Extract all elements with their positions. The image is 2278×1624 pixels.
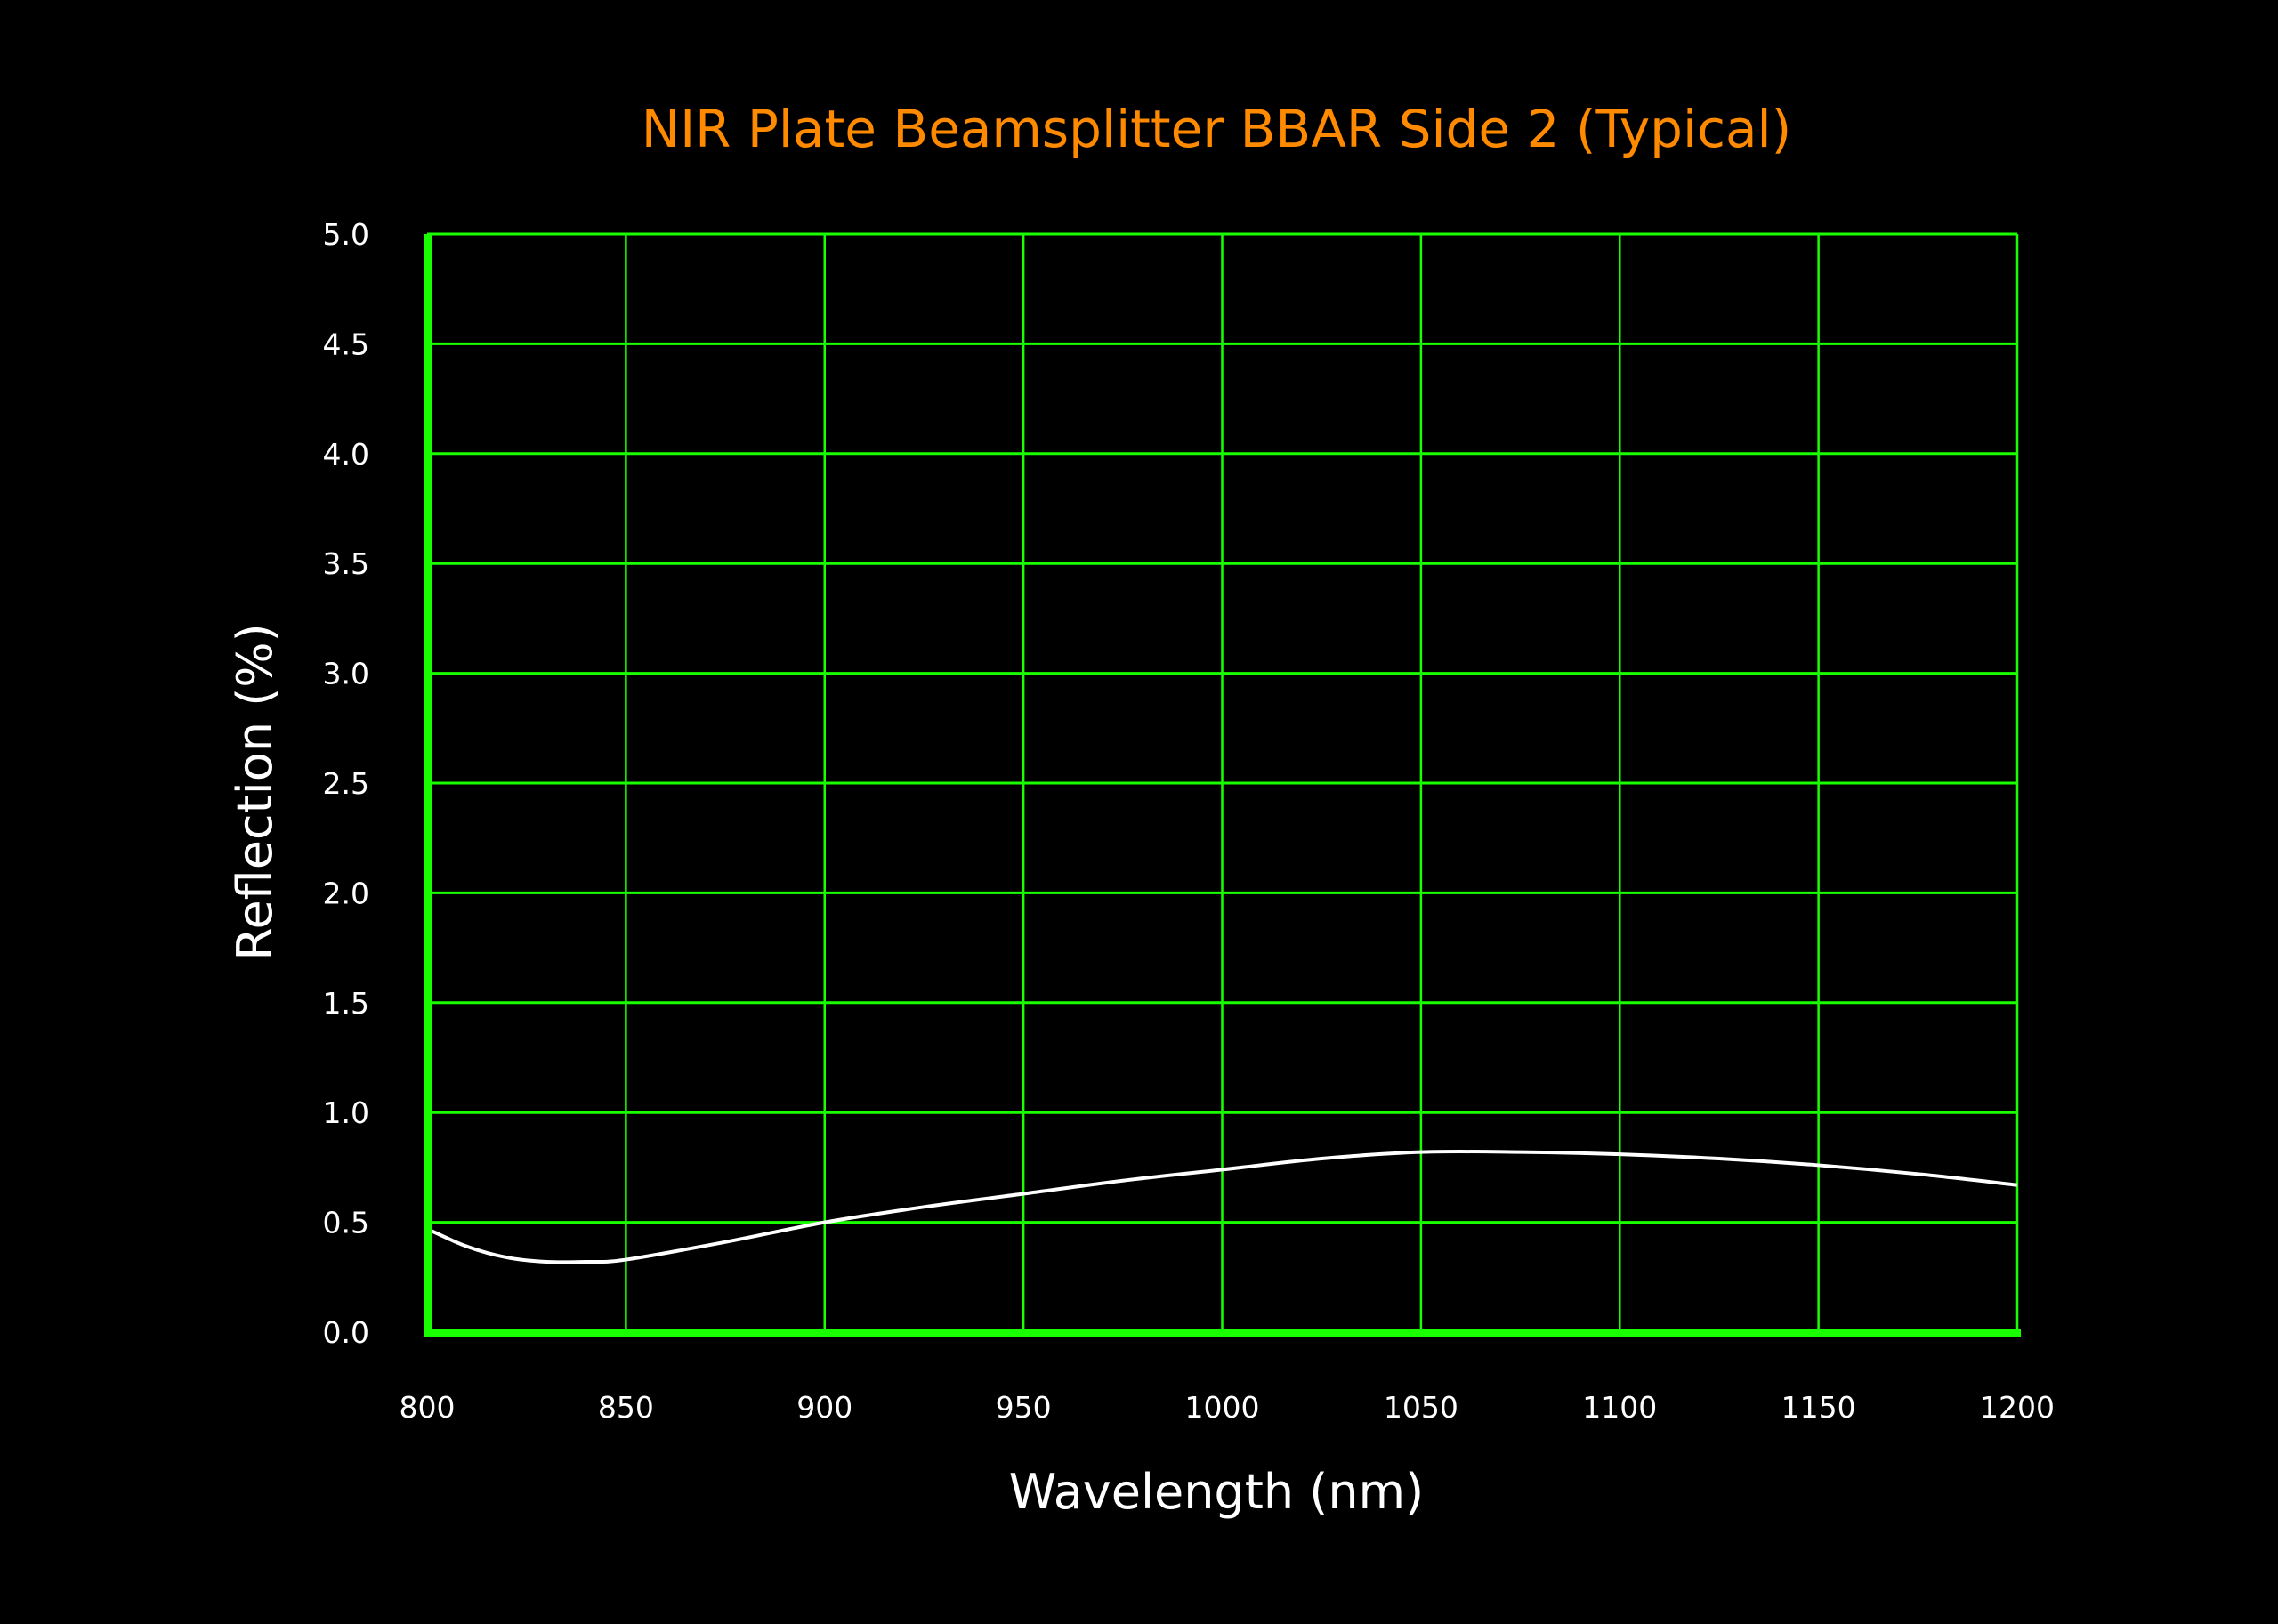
- x-tick-label: 1200: [1980, 1390, 2055, 1425]
- y-tick-label: 0.5: [323, 1206, 369, 1240]
- x-axis-label: Wavelength (nm): [1009, 1464, 1424, 1520]
- reflection-curve: [426, 1149, 2018, 1264]
- x-tick-label: 1150: [1781, 1390, 1856, 1425]
- x-tick-labels: 800 850 900 950 1000 1050 1100 1150 1200: [400, 1390, 2055, 1425]
- x-tick-label: 1050: [1384, 1390, 1458, 1425]
- x-tick-label: 950: [996, 1390, 1052, 1425]
- y-tick-labels: 0.0 0.5 1.0 1.5 2.0 2.5 3.0 3.5 4.0 4.5 5.0: [323, 217, 369, 1350]
- x-tick-label: 900: [796, 1390, 852, 1425]
- x-axis-line: [424, 1329, 2021, 1337]
- chart-title: NIR Plate Beamsplitter BBAR Side 2 (Typi…: [642, 99, 1792, 159]
- y-tick-label: 3.0: [323, 657, 369, 691]
- y-tick-label: 1.5: [323, 986, 369, 1021]
- y-tick-label: 4.0: [323, 437, 369, 472]
- y-tick-label: 1.0: [323, 1095, 369, 1130]
- y-tick-label: 2.0: [323, 876, 369, 910]
- y-tick-label: 2.5: [323, 766, 369, 801]
- y-axis-line: [424, 234, 432, 1337]
- y-axis-label: Reflection (%): [227, 623, 283, 960]
- x-tick-label: 800: [400, 1390, 456, 1425]
- y-tick-label: 3.5: [323, 546, 369, 581]
- x-tick-label: 1100: [1582, 1390, 1657, 1425]
- x-tick-label: 850: [598, 1390, 654, 1425]
- y-tick-label: 4.5: [323, 327, 369, 361]
- y-tick-label: 5.0: [323, 217, 369, 252]
- y-tick-label: 0.0: [323, 1315, 369, 1350]
- x-tick-label: 1000: [1185, 1390, 1260, 1425]
- grid: [425, 232, 2019, 1334]
